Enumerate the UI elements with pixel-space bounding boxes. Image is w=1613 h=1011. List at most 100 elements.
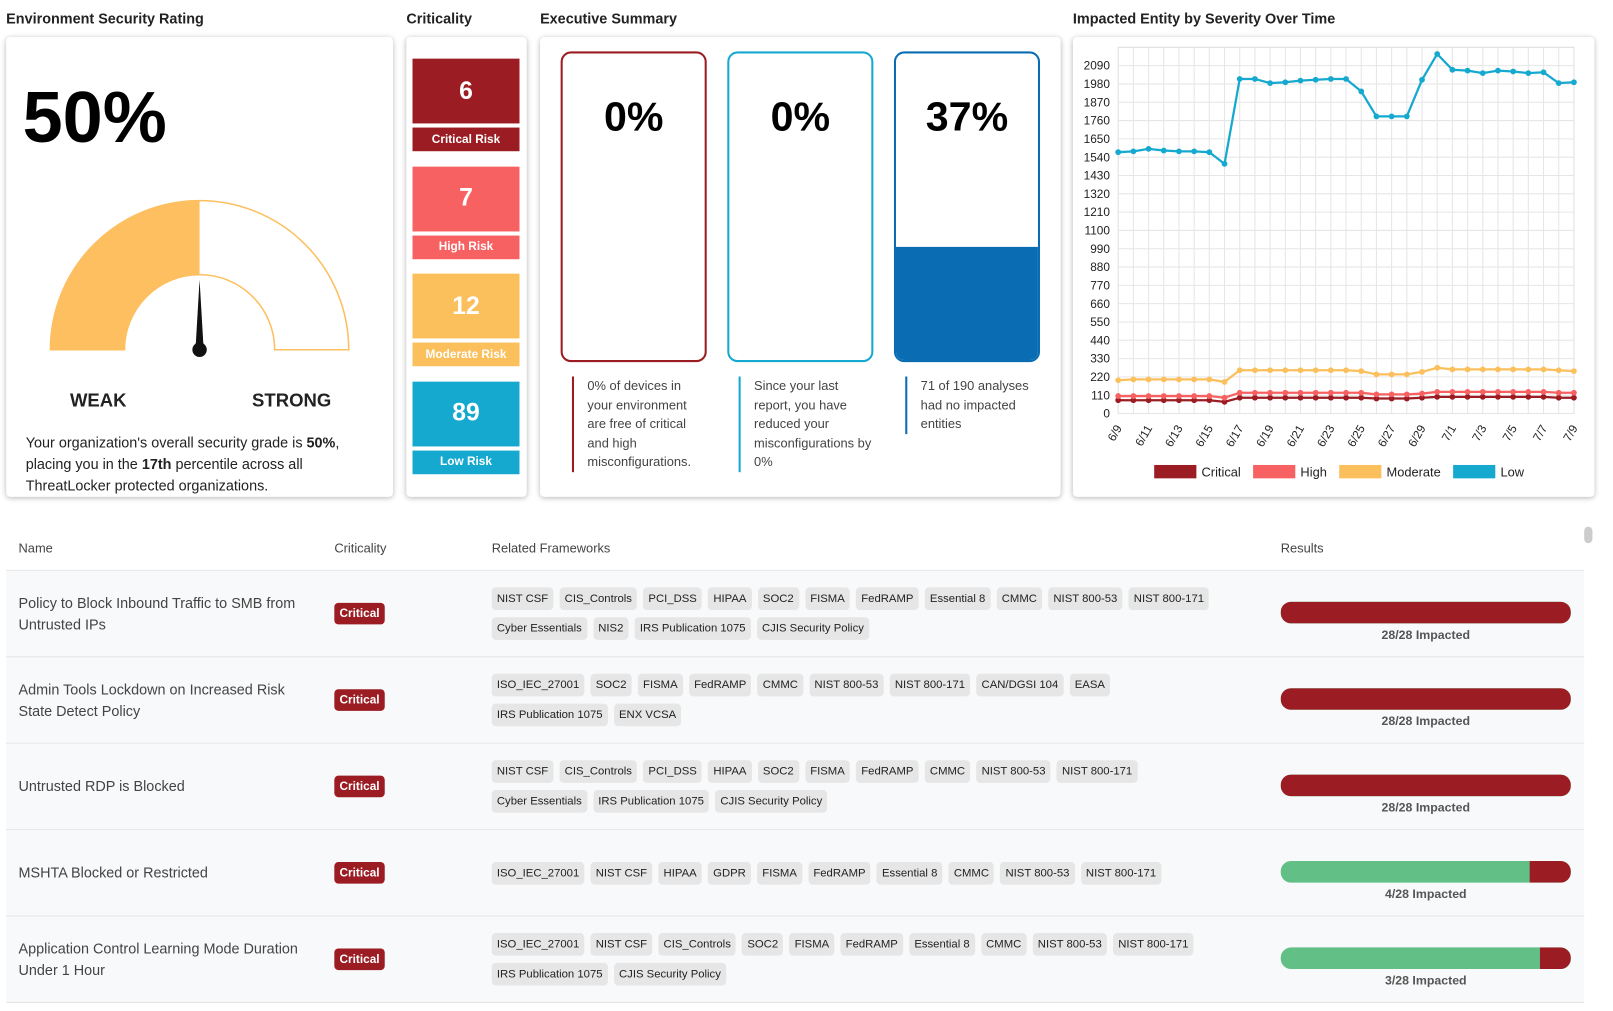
series-point — [1419, 390, 1425, 397]
result-bar — [1280, 774, 1571, 797]
series-point — [1145, 145, 1152, 152]
y-tick-label: 330 — [1090, 352, 1110, 366]
framework-chip: CMMC — [924, 760, 971, 783]
framework-chip: FISMA — [637, 673, 683, 697]
series-point — [1282, 389, 1289, 396]
series-point — [1373, 395, 1380, 402]
framework-chip: CIS_Controls — [559, 760, 638, 783]
framework-chip: EASA — [1069, 673, 1111, 697]
legend-label: High — [1300, 464, 1326, 479]
series-point — [1191, 397, 1198, 404]
summary-panel: 0% 0% of devices in your environment are … — [540, 37, 1061, 497]
result-bar — [1280, 601, 1571, 624]
y-tick-label: 440 — [1090, 333, 1110, 347]
y-tick-label: 110 — [1091, 388, 1110, 402]
series-point — [1464, 67, 1471, 74]
series-point — [1373, 113, 1380, 120]
table-row: Untrusted RDP is Blocked Critical NIST CSF… — [6, 743, 1585, 831]
framework-chip: NIST 800-53 — [976, 760, 1051, 783]
summary-fill — [895, 246, 1038, 361]
criticality-badge: Critical — [334, 862, 385, 884]
table-body: Policy to Block Inbound Traffic to SMB f… — [6, 570, 1585, 1003]
framework-chip: ISO_IEC_27001 — [491, 933, 585, 956]
framework-chip: Essential 8 — [909, 933, 975, 956]
series-point — [1434, 51, 1441, 57]
series-point — [1267, 389, 1273, 396]
result-label: 28/28 Impacted — [1381, 713, 1471, 729]
framework-chip: NIST 800-171 — [889, 673, 971, 697]
framework-chip: NIST 800-171 — [1128, 587, 1210, 611]
series-point — [1525, 366, 1532, 373]
framework-chip: CMMC — [996, 587, 1043, 611]
y-tick-label: 2090 — [1084, 59, 1111, 73]
series-point — [1403, 371, 1410, 378]
series-point — [1130, 397, 1137, 404]
rule-name: Untrusted RDP is Blocked — [18, 777, 185, 795]
result-impacted — [1280, 688, 1571, 710]
series-point — [1221, 379, 1228, 385]
scrollbar[interactable] — [1584, 526, 1593, 544]
framework-chip: CMMC — [980, 933, 1027, 956]
series-point — [1297, 394, 1304, 401]
summary-card: 0% — [727, 51, 874, 363]
y-tick-label: 660 — [1090, 297, 1110, 311]
framework-chip: Essential 8 — [876, 861, 943, 885]
result-impacted — [1539, 947, 1571, 970]
framework-chip: FedRAMP — [856, 760, 919, 783]
gauge — [49, 199, 350, 357]
series-point — [1449, 366, 1456, 373]
x-tick-label: 6/29 — [1405, 422, 1429, 449]
y-tick-label: 220 — [1090, 370, 1110, 384]
framework-chip: FedRAMP — [856, 587, 919, 611]
series-point — [1206, 149, 1213, 156]
framework-chip: ISO_IEC_27001 — [491, 861, 585, 885]
series-point — [1510, 366, 1517, 373]
series-point — [1373, 371, 1380, 378]
series-point — [1449, 66, 1456, 73]
x-tick-label: 6/11 — [1132, 422, 1155, 448]
y-tick-label: 990 — [1090, 242, 1110, 256]
framework-chip: CAN/DGSI 104 — [976, 673, 1064, 697]
series-point — [1221, 399, 1228, 405]
series-point — [1555, 394, 1562, 401]
criticality-badge: Critical — [334, 602, 385, 625]
series-point — [1221, 394, 1228, 401]
series-point — [1206, 376, 1213, 383]
series-point — [1388, 113, 1395, 120]
legend-label: Low — [1500, 464, 1524, 479]
x-tick-label: 6/17 — [1223, 422, 1247, 449]
table-row: Admin Tools Lockdown on Increased Risk S… — [6, 657, 1585, 744]
framework-chip: IRS Publication 1075 — [491, 703, 608, 727]
framework-chip: IRS Publication 1075 — [491, 962, 608, 986]
text: 50% — [306, 434, 336, 451]
series-point — [1115, 377, 1122, 384]
framework-chip: NIST 800-171 — [1080, 861, 1162, 885]
y-tick-label: 1100 — [1085, 224, 1111, 238]
framework-chip: IRS Publication 1075 — [593, 790, 710, 813]
framework-chip: FedRAMP — [840, 933, 904, 956]
series-point — [1479, 389, 1486, 395]
framework-chip: NIS2 — [593, 617, 629, 640]
series-point — [1495, 366, 1501, 373]
framework-chip: NIST 800-53 — [1048, 587, 1123, 611]
series-point — [1510, 389, 1517, 395]
framework-chip: FISMA — [757, 861, 803, 885]
legend-swatch — [1453, 464, 1496, 479]
series-point — [1282, 367, 1289, 374]
series-point — [1176, 148, 1182, 155]
series-point — [1130, 376, 1137, 383]
framework-chip: NIST 800-171 — [1113, 933, 1194, 956]
rule-name: Policy to Block Inbound Traffic to SMB f… — [18, 594, 296, 633]
series-point — [1191, 376, 1198, 383]
x-tick-label: 7/3 — [1469, 422, 1490, 444]
rating-panel: 50% WEAK STRONG Your organization's over… — [6, 37, 393, 497]
text: , placing you in the — [25, 434, 340, 473]
framework-list: NIST CSF CIS_Controls PCI_DSS HIPAA SOC2 FISM… — [491, 571, 1212, 656]
series-point — [1479, 394, 1486, 400]
result-bar — [1280, 688, 1571, 710]
y-tick-label: 880 — [1090, 260, 1110, 274]
series-point — [1282, 394, 1289, 401]
gauge-low-label: WEAK — [69, 389, 127, 411]
framework-chip: HIPAA — [658, 861, 702, 885]
series-point — [1267, 367, 1273, 374]
